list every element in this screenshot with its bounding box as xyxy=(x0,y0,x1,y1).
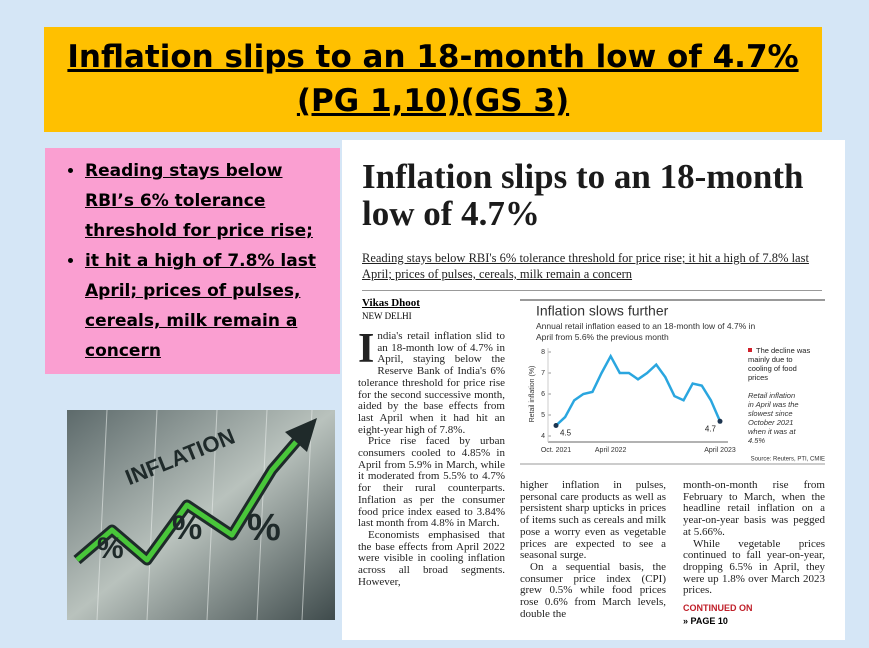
standfirst-text: Reading stays below RBI's 6% tolerance t… xyxy=(362,251,809,281)
inflation-image: INFLATION % % % xyxy=(67,410,335,620)
paragraph: month-on-month rise from February to Mar… xyxy=(683,479,825,538)
y-tick-label: 4 xyxy=(541,433,545,440)
chart: Inflation slows further Annual retail in… xyxy=(520,299,825,465)
chart-subtitle: Annual retail inflation eased to an 18-m… xyxy=(536,321,756,342)
chart-source: Source: Reuters, PTI, CMIE xyxy=(751,457,825,463)
standfirst: Reading stays below RBI's 6% tolerance t… xyxy=(362,250,822,291)
bullet-text: Reading stays below RBI’s 6% tolerance t… xyxy=(85,161,313,241)
x-tick-label: April 2022 xyxy=(595,447,627,454)
paragraph: higher inflation in pulses, personal car… xyxy=(520,479,666,562)
percent-sign: % xyxy=(97,532,124,565)
y-tick-label: 7 xyxy=(541,370,545,377)
percent-sign: % xyxy=(247,507,281,549)
x-tick-label: Oct. 2021 xyxy=(541,447,571,454)
line xyxy=(555,353,722,427)
paragraph: While vegetable prices continued to fall… xyxy=(683,537,825,597)
paragraph: On a sequential basis, the consumer pric… xyxy=(520,560,666,620)
paragraph: Economists emphasised that the base effe… xyxy=(358,528,505,588)
arrow-head xyxy=(285,418,317,452)
bullet: Reading stays below RBI’s 6% tolerance t… xyxy=(85,156,332,246)
article-column: month-on-month rise from February to Mar… xyxy=(683,479,825,597)
y-tick-label: 5 xyxy=(541,412,545,419)
summary-box: Reading stays below RBI’s 6% tolerance t… xyxy=(45,148,340,374)
title-line: Inflation slips to an 18-month low of 4.… xyxy=(67,39,799,75)
annotation-marker xyxy=(748,348,752,352)
paragraph-text: ndia's retail inflation slid to an 18-mo… xyxy=(358,330,505,436)
paragraph: Price rise faced by urban consumers cool… xyxy=(358,435,505,530)
annotation: The decline was mainly due to cooling of f… xyxy=(748,346,810,382)
y-tick-label: 6 xyxy=(541,391,545,398)
chart-title: Inflation slows further xyxy=(536,303,669,319)
image-columns xyxy=(96,410,313,620)
article-column: higher inflation in pulses, personal car… xyxy=(520,479,666,620)
drop-cap: I xyxy=(358,326,375,372)
end-point xyxy=(553,423,559,428)
dateline: NEW DELHI xyxy=(362,311,412,321)
x-tick-label: April 2023 xyxy=(704,447,736,454)
y-axis-label: Retail inflation (%) xyxy=(529,366,536,423)
headline: Inflation slips to an 18-month low of 4.… xyxy=(362,157,804,233)
page-ref: » PAGE 10 xyxy=(683,616,728,626)
y-tick-label: 8 xyxy=(541,349,545,356)
title-line: (PG 1,10)(GS 3) xyxy=(296,83,570,119)
slide-title: Inflation slips to an 18-month low of 4.… xyxy=(44,27,822,132)
value-label: 4.5 xyxy=(560,429,572,438)
bullet-list: Reading stays below RBI’s 6% tolerance t… xyxy=(55,156,332,366)
trend-arrow-glow xyxy=(75,433,304,563)
continued-label: CONTINUED ON xyxy=(683,603,753,613)
bullet: it hit a high of 7.8% last April; prices… xyxy=(85,246,332,366)
end-point xyxy=(717,418,723,424)
byline: Vikas Dhoot xyxy=(362,297,420,309)
value-label: 4.7 xyxy=(705,424,717,433)
bullet-text: it hit a high of 7.8% last April; prices… xyxy=(85,251,316,361)
percent-sign: % xyxy=(172,509,202,547)
annotation: Retail inflation in April was the slowest … xyxy=(748,391,799,445)
